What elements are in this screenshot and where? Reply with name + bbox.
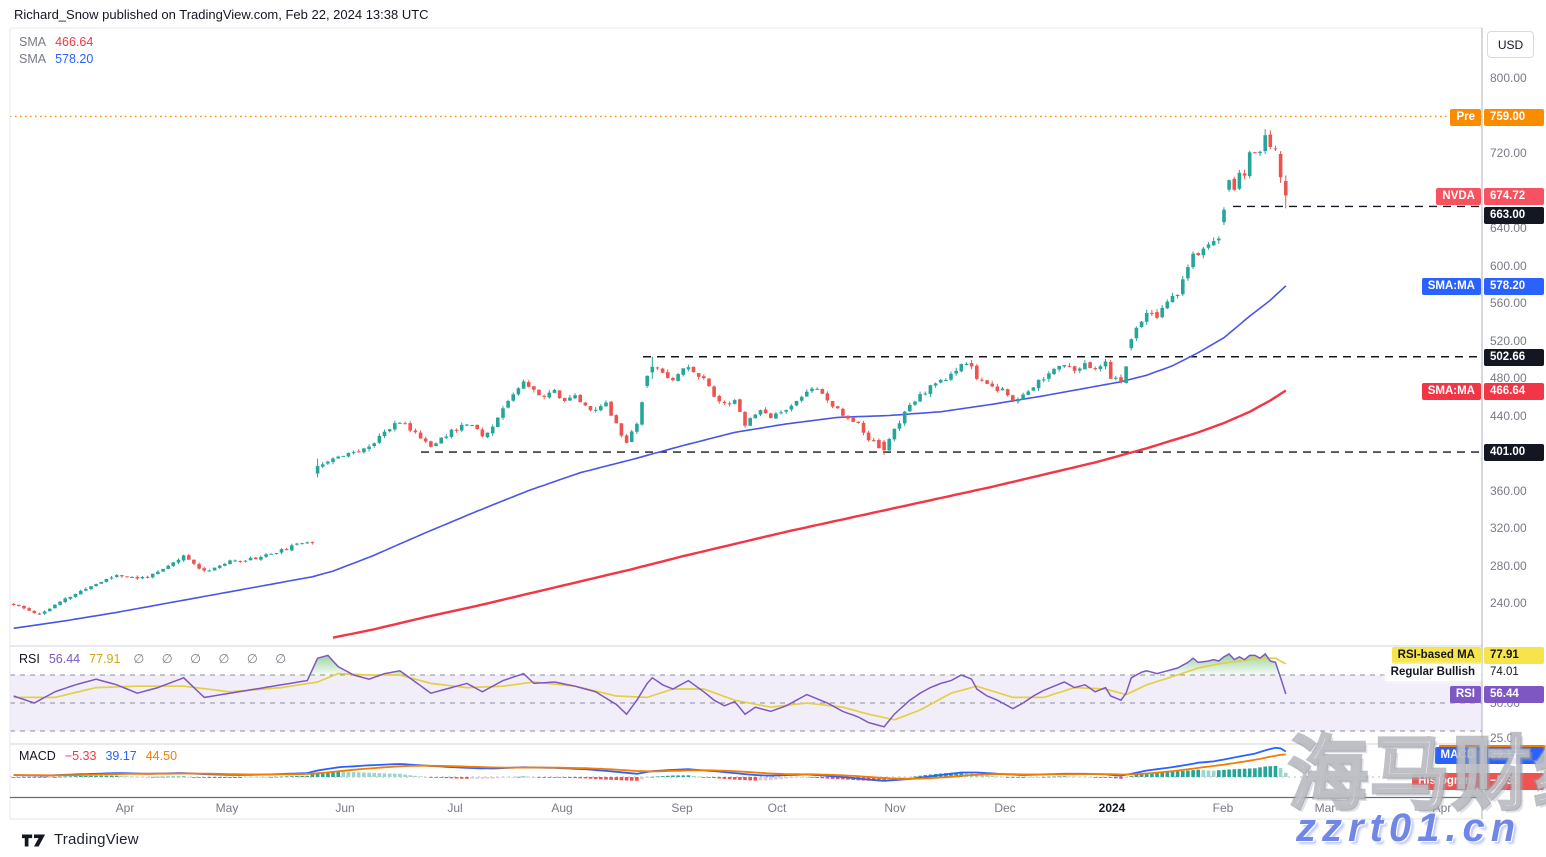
currency-toggle-button[interactable]: USD [1487, 31, 1534, 58]
macd-tag: MACD [1434, 746, 1481, 764]
rsi-based-ma-price-label: 77.91 [1484, 646, 1544, 664]
pre-tag: Pre [1450, 108, 1481, 126]
macd-legend: MACD −5.33 39.17 44.50 [19, 749, 186, 763]
macd-signal-value: 44.50 [145, 749, 178, 763]
histogram-price-label: −5.33 [1484, 772, 1544, 790]
time-tick-jun: Jun [335, 801, 355, 815]
rsi-legend: RSI 56.44 77.91 ∅ ∅ ∅ ∅ ∅ ∅ [19, 651, 293, 666]
price-tick-360: 360.00 [1490, 483, 1527, 498]
price-tick-480: 480.00 [1490, 371, 1527, 385]
time-tick-nov: Nov [884, 801, 906, 815]
footer-brand-link[interactable]: TradingView [22, 831, 139, 848]
sma-200-label: SMA [19, 52, 47, 66]
histogram-tag: Histogram [1412, 772, 1481, 790]
publication-title: Richard_Snow published on TradingView.co… [14, 7, 429, 22]
price-tick-600: 600.00 [1490, 258, 1527, 273]
time-tick-dec: Dec [994, 801, 1016, 815]
time-tick-apr: Apr [115, 801, 135, 815]
time-tick-sep: Sep [671, 801, 693, 815]
nvda-tag: NVDA [1436, 187, 1481, 205]
macd-histogram-value: −5.33 [64, 749, 97, 763]
time-tick-2024: 2024 [1098, 801, 1126, 815]
sma-legend: SMA 466.64 SMA 578.20 [19, 34, 102, 68]
time-tick-feb: Feb [1212, 801, 1234, 815]
rsi-price-label: 56.44 [1484, 685, 1544, 703]
sma-50-label: SMA [19, 35, 47, 49]
sma-ma-price-label: 466.64 [1484, 382, 1544, 400]
macd-line-value: 39.17 [105, 749, 137, 763]
regular-bullish-tag: Regular Bullish [1384, 663, 1481, 681]
nvda-price-label: 674.72 [1484, 187, 1544, 205]
rsi-based-ma-tag: RSI-based MA [1391, 646, 1481, 664]
price-tick-800: 800.00 [1490, 71, 1527, 85]
sma-200-value: 578.20 [55, 52, 94, 66]
time-tick-aug: Aug [551, 801, 573, 815]
rsi-tick-25: 25.00 [1490, 731, 1521, 745]
time-tick-apr: Apr [1432, 801, 1452, 815]
price-tick-520: 520.00 [1490, 333, 1527, 348]
price-tick-720: 720.00 [1490, 146, 1527, 160]
regular-bullish-price-label: 74.01 [1490, 665, 1519, 678]
sma-legend-row-2: SMA 578.20 [19, 51, 102, 67]
price-tick-560: 560.00 [1490, 296, 1527, 310]
level-663.00-price-label: 663.00 [1484, 206, 1544, 224]
macd-price-label: 39.17 [1484, 746, 1544, 764]
pre-price-label: 759.00 [1484, 108, 1544, 126]
rsi-ma-value: 77.91 [89, 652, 121, 666]
sma-ma-tag: SMA:MA [1421, 382, 1481, 400]
macd-indicator-label: MACD [19, 749, 56, 763]
rsi-tag: RSI [1449, 685, 1481, 703]
candlestick-series [11, 129, 1288, 615]
price-tick-240: 240.00 [1490, 596, 1527, 610]
sma-50-value: 466.64 [55, 35, 94, 49]
level-502.66-price-label: 502.66 [1484, 348, 1544, 366]
time-tick-mar: Mar [1314, 801, 1336, 815]
time-tick-jul: Jul [447, 801, 463, 815]
price-tick-640: 640.00 [1490, 221, 1527, 235]
time-tick-oct: Oct [767, 801, 787, 815]
rsi-empty-values: ∅ ∅ ∅ ∅ ∅ ∅ [133, 652, 294, 666]
sma-ma-price-label: 578.20 [1484, 277, 1544, 295]
price-tick-440: 440.00 [1490, 408, 1527, 423]
sma-lines [13, 285, 1287, 639]
rsi-value: 56.44 [48, 652, 81, 666]
rsi-plot [13, 652, 1287, 728]
sma-legend-row-1: SMA 466.64 [19, 34, 102, 50]
footer-brand-label: TradingView [54, 831, 139, 848]
tradingview-logo-icon [22, 833, 46, 846]
level-401.00-price-label: 401.00 [1484, 443, 1544, 461]
macd-plot [11, 746, 1288, 782]
sma-ma-tag: SMA:MA [1421, 277, 1481, 295]
price-tick-280: 280.00 [1490, 558, 1527, 573]
price-tick-320: 320.00 [1490, 521, 1527, 535]
time-tick-may: May [215, 801, 239, 815]
rsi-indicator-label: RSI [19, 652, 40, 666]
